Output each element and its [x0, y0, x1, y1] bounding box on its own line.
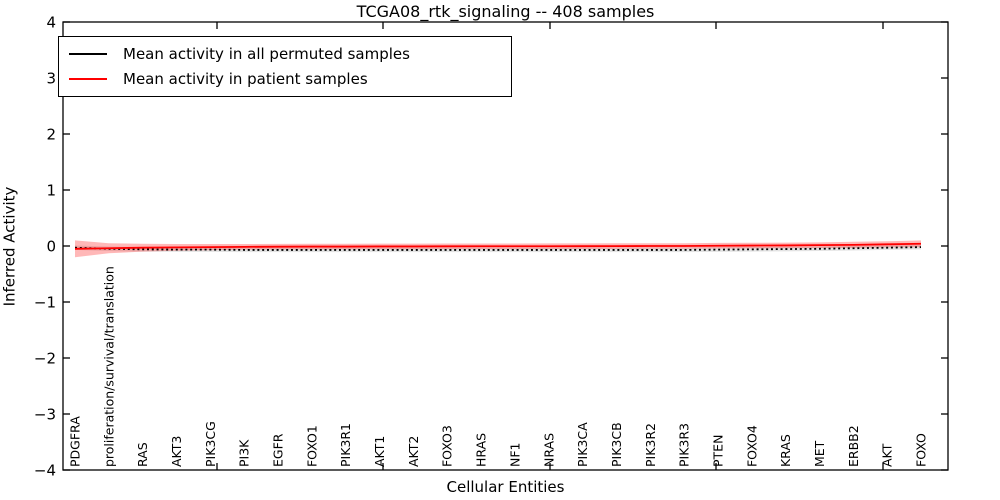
x-axis-label: Cellular Entities [446, 478, 565, 496]
entity-label: FOXO1 [304, 425, 319, 467]
entity-label: KRAS [778, 434, 793, 467]
y-tick-label: 1 [46, 182, 56, 200]
entity-label: HRAS [474, 433, 489, 467]
entity-label: PDGFRA [68, 416, 83, 467]
entity-label: RAS [135, 442, 150, 467]
entity-label: FOXO4 [744, 425, 759, 467]
patient-mean-line [74, 242, 922, 250]
entity-label: PI3K [237, 439, 252, 467]
entity-label: NF1 [507, 443, 522, 468]
entity-label: AKT2 [406, 436, 421, 467]
y-tick-label: −2 [34, 350, 56, 368]
chart-title: TCGA08_rtk_signaling -- 408 samples [356, 2, 655, 21]
entity-label: PIK3R1 [338, 423, 353, 467]
entity-label: AKT3 [169, 436, 184, 467]
entity-label: EGFR [271, 433, 286, 467]
entity-label: PIK3CA [575, 422, 590, 467]
entity-label: AKT [880, 443, 895, 467]
patient-line-sample [69, 78, 107, 80]
entity-label: NRAS [541, 433, 556, 467]
patient-uncertainty-band [75, 240, 921, 258]
permuted-line-sample [69, 53, 107, 55]
entity-label: PIK3R2 [643, 423, 658, 467]
legend-label-patient: Mean activity in patient samples [123, 70, 368, 88]
y-tick-label: −1 [34, 294, 56, 312]
entity-label: AKT1 [372, 436, 387, 467]
y-tick-label: 4 [46, 14, 56, 32]
permuted-mean-line [74, 246, 922, 251]
y-tick-label: −4 [34, 462, 56, 480]
legend-label-permuted: Mean activity in all permuted samples [123, 45, 410, 63]
y-tick-label: 2 [46, 126, 56, 144]
entity-label: proliferation/survival/translation [101, 266, 116, 467]
entity-label: PTEN [710, 435, 725, 467]
legend: Mean activity in all permuted samples Me… [58, 36, 512, 97]
entity-label: PIK3CG [203, 421, 218, 467]
entity-label: MET [812, 440, 827, 467]
y-tick-label: −3 [34, 406, 56, 424]
y-tick-label: 0 [46, 238, 56, 256]
entity-label: ERBB2 [846, 425, 861, 467]
y-tick-label: 3 [46, 70, 56, 88]
entity-label: FOXO3 [440, 425, 455, 467]
legend-item-permuted: Mean activity in all permuted samples [69, 45, 511, 63]
entity-label: FOXO [914, 433, 929, 467]
entity-label: PIK3CB [609, 422, 624, 467]
entity-label: PIK3R3 [677, 423, 692, 467]
legend-item-patient: Mean activity in patient samples [69, 70, 511, 88]
